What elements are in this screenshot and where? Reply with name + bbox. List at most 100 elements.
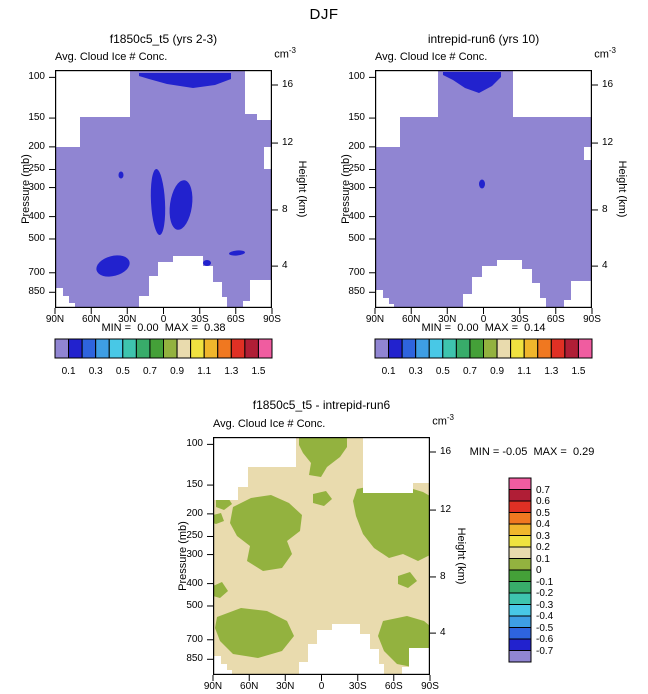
colorbar-tick-label: 1.3: [224, 366, 239, 377]
plot-frame: [55, 70, 273, 309]
colorbar-panel-1: [54, 338, 273, 359]
diff-colorbar-tick-label: 0.5: [536, 507, 550, 519]
pressure-tick-label: 700: [348, 266, 365, 278]
panel1-units-label: cm-3: [232, 46, 296, 61]
pressure-tick-label: 150: [186, 479, 203, 491]
latitude-tick-label: 60N: [82, 314, 101, 325]
diff-colorbar-tick-label: 0.6: [536, 496, 550, 507]
colorbar-cell: [374, 338, 390, 359]
colorbar-cell: [508, 546, 532, 559]
panel1-units-exponent: -3: [288, 46, 296, 55]
panel2-field-label: Avg. Cloud Ice # Conc.: [375, 51, 488, 63]
colorbar-cell: [190, 338, 205, 359]
colorbar-cell: [81, 338, 97, 359]
colorbar-cell: [415, 338, 430, 359]
contour-patch: [230, 495, 302, 571]
pressure-tick-label: 850: [28, 286, 45, 298]
latitude-tick-label: 30S: [348, 681, 367, 692]
contour-patch: [169, 180, 193, 230]
masked-region: [375, 70, 438, 147]
diff-colorbar-tick-label: -0.3: [536, 599, 554, 611]
pressure-tick-label: 500: [348, 232, 365, 244]
pressure-tick-label: 850: [348, 286, 365, 298]
panel3-minmax: MIN = -0.05 MAX = 0.29: [469, 446, 595, 458]
diff-colorbar-tick-label: 0.7: [536, 484, 550, 496]
diff-colorbar-tick-label: -0.1: [536, 576, 554, 588]
colorbar-cell: [135, 338, 151, 359]
colorbar-cell: [508, 604, 532, 617]
pressure-tick-label: 250: [348, 163, 365, 175]
pressure-tick-label: 150: [28, 112, 45, 124]
colorbar-tick-label: 1.3: [544, 366, 559, 377]
colorbar-cell: [455, 338, 471, 359]
height-tick-label: 12: [602, 137, 614, 149]
pressure-tick-label: 300: [348, 181, 365, 193]
masked-region: [243, 280, 272, 308]
height-tick-label: 12: [440, 504, 452, 516]
colorbar-tick-label: 1.5: [251, 366, 266, 377]
colorbar-cell: [510, 338, 525, 359]
panel2-units-base: cm: [594, 48, 609, 61]
panel2-units-exponent: -3: [608, 46, 616, 55]
colorbar-cell: [203, 338, 219, 359]
pressure-tick-label: 100: [186, 438, 203, 450]
contour-patch: [213, 582, 228, 598]
panel3-field-label: Avg. Cloud Ice # Conc.: [213, 418, 326, 430]
colorbar-tick-label: 0.5: [115, 366, 130, 377]
pressure-tick-label: 200: [348, 140, 365, 152]
colorbar-cell: [483, 338, 498, 359]
colorbar-cell: [217, 338, 232, 359]
colorbar-cell: [428, 338, 444, 359]
colorbar-cell: [122, 338, 137, 359]
colorbar-cell: [577, 338, 593, 359]
masked-region: [299, 624, 384, 675]
panel1-minmax: MIN = 0.00 MAX = 0.38: [101, 322, 226, 334]
colorbar-cell: [401, 338, 417, 359]
plot-canvas-2: [369, 70, 598, 314]
height-tick-label: 16: [602, 78, 614, 90]
plot-canvas-3: [207, 437, 436, 681]
colorbar-cell: [176, 338, 192, 359]
contour-patch: [96, 255, 130, 277]
pressure-tick-label: 250: [28, 163, 45, 175]
panel2-title: intrepid-run6 (yrs 10): [427, 32, 540, 46]
colorbar-cell: [508, 500, 532, 513]
height-tick-label: 8: [282, 203, 288, 215]
colorbar-cell: [508, 477, 532, 490]
height-tick-label: 4: [440, 627, 446, 639]
colorbar-tick-label: 1.1: [197, 366, 212, 377]
latitude-tick-label: 30N: [438, 314, 457, 325]
pressure-tick-label: 400: [348, 210, 365, 222]
masked-region: [55, 70, 130, 147]
pressure-tick-label: 250: [186, 530, 203, 542]
contour-patch: [313, 491, 332, 506]
pressure-tick-label: 500: [28, 232, 45, 244]
latitude-tick-label: 60N: [402, 314, 421, 325]
diff-colorbar-tick-label: 0: [536, 565, 542, 576]
colorbar-cell: [163, 338, 178, 359]
colorbar-cell: [508, 592, 532, 605]
contour-patch: [213, 513, 224, 524]
latitude-tick-label: 90S: [421, 681, 439, 692]
pressure-tick-label: 400: [186, 577, 203, 589]
latitude-tick-label: 0: [480, 314, 487, 325]
colorbar-tick-label: 0.7: [142, 366, 157, 377]
masked-region: [584, 147, 592, 160]
colorbar-cell: [442, 338, 457, 359]
masked-region: [363, 437, 430, 493]
pressure-tick-label: 100: [348, 71, 365, 83]
contour-patch: [299, 437, 347, 477]
panel2-minmax: MIN = 0.00 MAX = 0.14: [421, 322, 546, 334]
latitude-tick-label: 30N: [276, 681, 295, 692]
latitude-tick-label: 90N: [365, 314, 385, 325]
contour-patch: [139, 73, 231, 88]
pressure-tick-label: 300: [186, 548, 203, 560]
latitude-tick-label: 60S: [384, 681, 403, 692]
pressure-tick-label: 700: [186, 633, 203, 645]
colorbar-tick-label: 1.1: [517, 366, 532, 377]
colorbar-cell: [149, 338, 164, 359]
masked-region: [402, 648, 430, 675]
colorbar-cell: [257, 338, 273, 359]
pressure-tick-label: 700: [28, 266, 45, 278]
diff-colorbar-tick-label: 0.3: [536, 530, 550, 542]
